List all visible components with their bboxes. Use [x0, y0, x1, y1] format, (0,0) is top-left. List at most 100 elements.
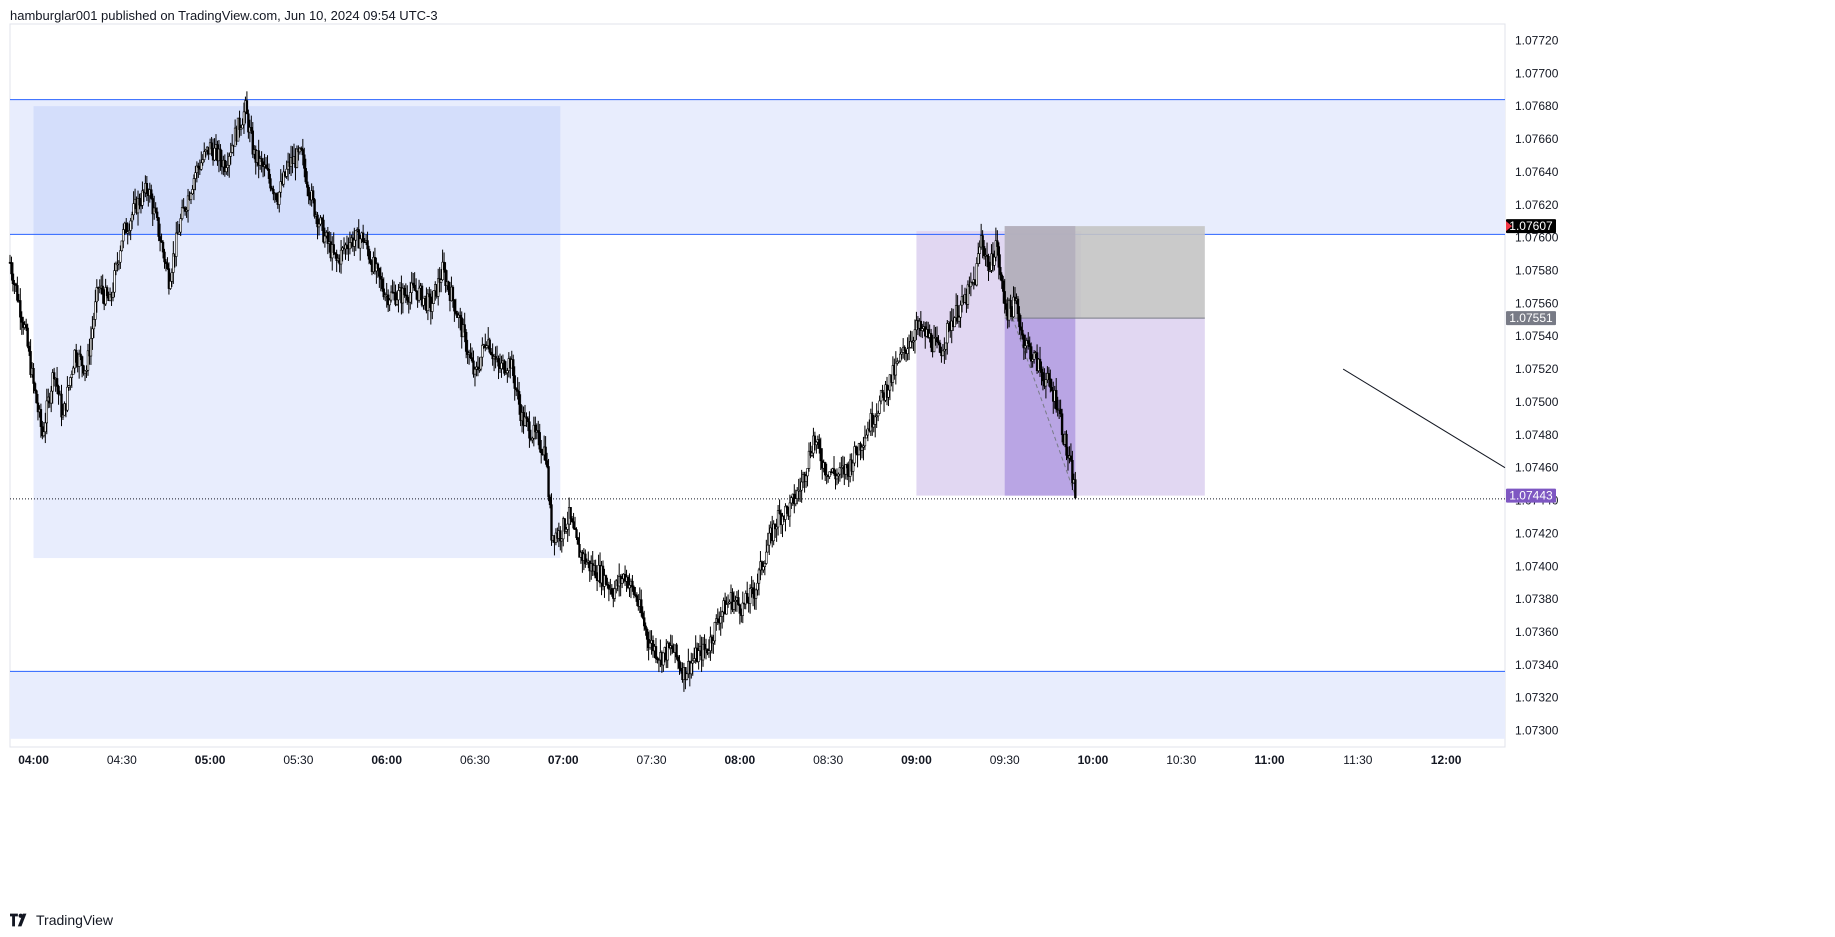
candle-body-102: [158, 236, 162, 241]
candle-body-409: [610, 588, 614, 595]
candle-body-151: [230, 144, 234, 153]
x-tick-label-15: 11:30: [1343, 753, 1372, 767]
candle-body-515: [766, 544, 770, 553]
candle-body-437: [651, 640, 655, 652]
candle-body-514: [765, 551, 768, 564]
candle-body-646: [959, 304, 962, 318]
candle-body-463: [690, 662, 693, 675]
candle-body-637: [946, 323, 949, 344]
candle-body-212: [320, 217, 324, 221]
candle-body-55: [89, 337, 93, 357]
trend-line-layer[interactable]: [1342, 368, 1506, 469]
candle-body-455: [678, 660, 681, 669]
candle-body-602: [894, 362, 898, 376]
candle-body-659: [978, 246, 981, 254]
candle-body-722: [1071, 460, 1074, 484]
candle-body-316: [473, 368, 477, 375]
y-tick-label-19: 1.07680: [1515, 99, 1559, 113]
price-tag-label-2: 1.07443: [1509, 489, 1553, 503]
zones-layer: [9, 23, 1506, 748]
candle-body-620: [921, 328, 924, 331]
candle-body-523: [778, 510, 781, 514]
x-tick-label-8: 08:00: [724, 753, 755, 767]
candle-body-644: [956, 305, 959, 322]
candle-body-198: [300, 147, 303, 150]
candle-body-519: [772, 523, 775, 542]
candle-body-527: [784, 505, 787, 520]
candle-body-535: [796, 490, 799, 499]
candle-body-14: [29, 351, 32, 375]
candle-body-25: [45, 400, 48, 424]
candle-body-57: [92, 319, 96, 330]
candle-body-24: [44, 422, 47, 433]
y-tick-label-11: 1.07520: [1515, 362, 1559, 376]
candle-body-382: [570, 518, 574, 522]
candle-body-715: [1060, 413, 1064, 436]
time-axis[interactable]: 04:00 04:30 05:00 05:30 06:00 06:30 07:00 07:30…: [18, 753, 1462, 767]
candle-body-252: [379, 275, 383, 280]
candle-body-84: [132, 203, 135, 216]
candle-body-156: [238, 117, 241, 130]
x-tick-label-13: 10:30: [1166, 753, 1196, 767]
candle-body-19: [36, 402, 40, 413]
candle-body-424: [632, 586, 636, 595]
candle-body-197: [298, 147, 302, 153]
candle-body-181: [275, 193, 278, 201]
candle-body-686: [1018, 313, 1021, 328]
candle-body-706: [1047, 373, 1051, 379]
candle-body-157: [239, 127, 243, 130]
candle-body-611: [907, 347, 911, 350]
candle-body-240: [361, 232, 365, 243]
price-axis[interactable]: 1.07300 1.07320 1.07340 1.07360 1.07380 1.074…: [1515, 33, 1559, 737]
candle-body-509: [757, 569, 761, 584]
candle-body-610: [906, 348, 909, 354]
candle-body-381: [569, 507, 572, 519]
candle-body-53: [86, 350, 90, 371]
candle-body-21: [39, 409, 43, 427]
candle-body-631: [937, 341, 940, 344]
candle-body-45: [75, 349, 78, 363]
candle-body-320: [479, 356, 483, 370]
candle-body-383: [572, 521, 575, 529]
candle-body-71: [113, 270, 116, 293]
candle-body-547: [813, 435, 817, 446]
candle-body-489: [728, 601, 731, 604]
candle-body-702: [1041, 372, 1045, 382]
candle-body-244: [367, 248, 371, 260]
candle-body-360: [538, 432, 541, 450]
short-position-tool[interactable]: [1004, 226, 1205, 496]
candle-body-608: [903, 346, 906, 351]
candle-body-425: [634, 594, 637, 596]
candle-body-73: [116, 263, 119, 266]
candle-body-221: [333, 252, 337, 255]
candle-body-16: [32, 368, 35, 384]
candle-body-614: [912, 340, 915, 343]
candle-body-375: [560, 538, 563, 542]
candle-body-558: [829, 471, 833, 473]
candle-body-653: [969, 281, 973, 288]
candle-body-696: [1032, 352, 1036, 360]
x-tick-label-4: 06:00: [371, 753, 402, 767]
y-tick-label-8: 1.07460: [1515, 461, 1559, 475]
candle-body-520: [773, 523, 777, 530]
candle-body-522: [776, 510, 780, 528]
candle-body-321: [481, 344, 484, 358]
candle-body-387: [578, 544, 581, 558]
candle-body-491: [731, 592, 734, 610]
candle-body-314: [470, 357, 474, 362]
candle-body-391: [584, 553, 587, 565]
candle-body-33: [57, 386, 60, 395]
candle-body-587: [872, 424, 875, 428]
candle-body-503: [748, 587, 752, 604]
candle-body-231: [348, 242, 352, 250]
candle-body-468: [697, 650, 700, 662]
y-tick-label-2: 1.07340: [1515, 658, 1559, 672]
candle-body-433: [645, 629, 649, 640]
candle-body-707: [1049, 378, 1052, 388]
candle-body-694: [1029, 346, 1033, 362]
candle-body-324: [485, 345, 488, 348]
candle-body-77: [122, 229, 125, 242]
candle-body-689: [1022, 334, 1026, 349]
candle-body-658: [977, 253, 980, 264]
